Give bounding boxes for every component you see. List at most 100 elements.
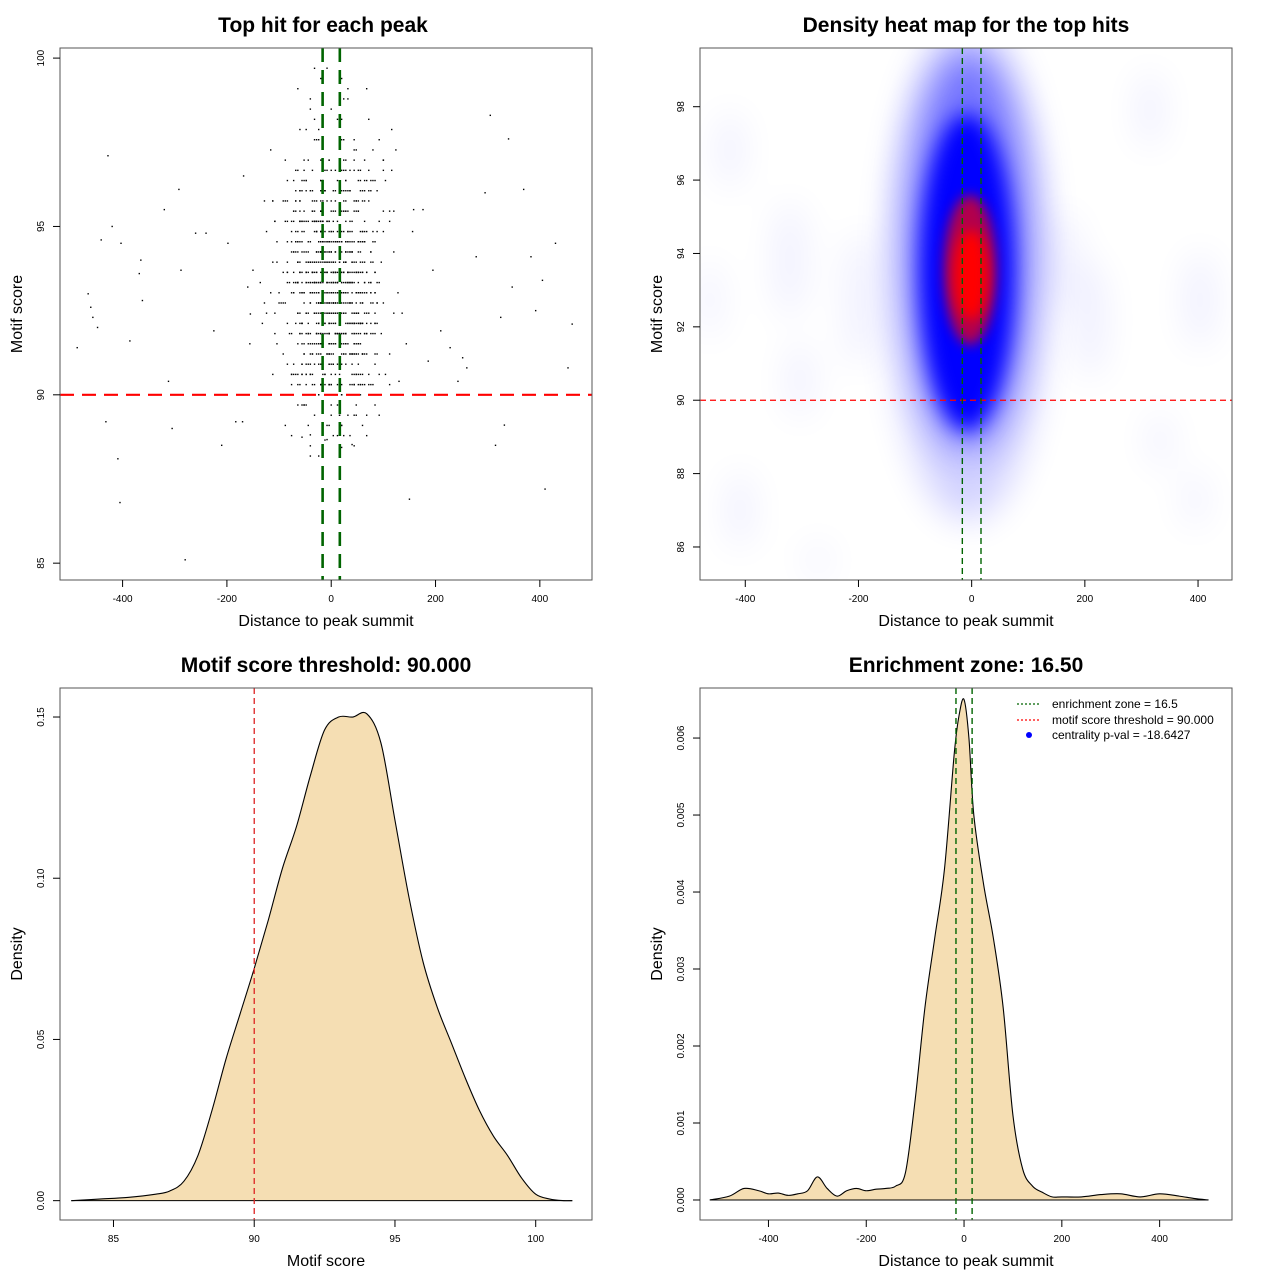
- data-point: [322, 332, 324, 335]
- data-point: [278, 302, 280, 304]
- data-point: [326, 424, 328, 427]
- data-point: [322, 373, 324, 376]
- data-point: [376, 190, 378, 192]
- data-point: [343, 98, 345, 100]
- data-point: [345, 159, 347, 161]
- data-point: [353, 261, 355, 263]
- panel-scatter: Top hit for each peak -400 -200 0 200 400 85 9…: [9, 14, 593, 630]
- data-point: [332, 312, 334, 314]
- data-point: [378, 281, 380, 284]
- data-point: [359, 169, 362, 172]
- data-point: [372, 332, 374, 335]
- x-tick-label: 400: [1190, 594, 1207, 605]
- data-point: [370, 281, 372, 284]
- data-point: [307, 241, 309, 243]
- data-point: [318, 353, 320, 355]
- data-point: [330, 312, 332, 314]
- data-point: [355, 149, 357, 151]
- data-point: [347, 88, 349, 90]
- data-point: [315, 230, 318, 233]
- data-point: [347, 281, 349, 284]
- data-point: [303, 404, 305, 406]
- data-point: [320, 241, 322, 243]
- data-point: [305, 128, 307, 131]
- data-point: [349, 220, 351, 223]
- data-point: [357, 210, 360, 212]
- data-point: [357, 312, 360, 314]
- data-point: [432, 269, 434, 271]
- data-point: [313, 292, 316, 294]
- data-point: [351, 220, 353, 223]
- y-tick-label: 90: [36, 389, 47, 401]
- data-point: [326, 281, 328, 284]
- data-point: [541, 279, 544, 282]
- data-point: [295, 373, 297, 376]
- data-point: [353, 373, 355, 376]
- data-point: [374, 322, 376, 325]
- data-point: [305, 281, 307, 284]
- data-point: [330, 261, 332, 263]
- data-point: [343, 200, 345, 202]
- data-point: [349, 322, 351, 325]
- data-point: [320, 159, 322, 161]
- data-point: [307, 343, 309, 345]
- data-point: [324, 322, 326, 325]
- data-point: [295, 241, 297, 243]
- data-point: [286, 261, 289, 263]
- data-point: [340, 251, 343, 253]
- data-point: [303, 159, 305, 161]
- data-point: [349, 169, 351, 172]
- data-point: [330, 108, 332, 110]
- data-point: [351, 230, 353, 233]
- panel-heatmap: Density heat map for the top hits: [649, 14, 1233, 630]
- data-point: [340, 210, 343, 212]
- data-point: [345, 322, 347, 325]
- data-point: [336, 312, 339, 314]
- x-axis-label: Motif score: [287, 1253, 365, 1270]
- data-point: [351, 363, 353, 365]
- panel-title: Top hit for each peak: [218, 14, 428, 37]
- data-point: [205, 232, 207, 234]
- data-point: [351, 251, 353, 253]
- data-point: [365, 88, 368, 90]
- data-point: [343, 332, 345, 335]
- x-tick-label: -200: [856, 1234, 876, 1245]
- data-point: [330, 210, 332, 212]
- data-point: [163, 208, 166, 211]
- data-point: [295, 210, 297, 212]
- data-point: [303, 302, 305, 304]
- density-curve: [71, 711, 573, 1202]
- data-point: [330, 169, 332, 172]
- data-point: [96, 326, 99, 329]
- data-point: [292, 179, 295, 182]
- data-point: [297, 281, 299, 284]
- data-point: [343, 434, 345, 437]
- data-point: [349, 251, 351, 253]
- data-point: [290, 251, 293, 253]
- data-point: [374, 363, 376, 365]
- y-tick-label: 95: [36, 220, 47, 232]
- data-point: [171, 427, 173, 430]
- data-point: [315, 200, 318, 202]
- data-point: [315, 251, 318, 253]
- legend: enrichment zone = 16.5 motif score thres…: [1017, 697, 1214, 742]
- data-point: [313, 363, 316, 365]
- plot-frame: [699, 47, 1233, 581]
- data-point: [345, 292, 347, 294]
- data-point: [301, 436, 303, 438]
- y-tick-label: 0.005: [676, 802, 687, 827]
- data-point: [338, 373, 341, 376]
- y-tick-label: 100: [36, 49, 47, 66]
- data-point: [363, 241, 366, 243]
- data-point: [349, 230, 351, 233]
- data-point: [288, 281, 291, 284]
- data-point: [372, 230, 374, 233]
- data-point: [320, 353, 322, 355]
- data-point: [299, 292, 301, 294]
- data-point: [330, 200, 332, 202]
- data-point: [332, 322, 334, 325]
- data-point: [384, 373, 387, 376]
- data-point: [544, 488, 546, 490]
- data-point: [368, 373, 370, 376]
- data-point: [571, 323, 573, 325]
